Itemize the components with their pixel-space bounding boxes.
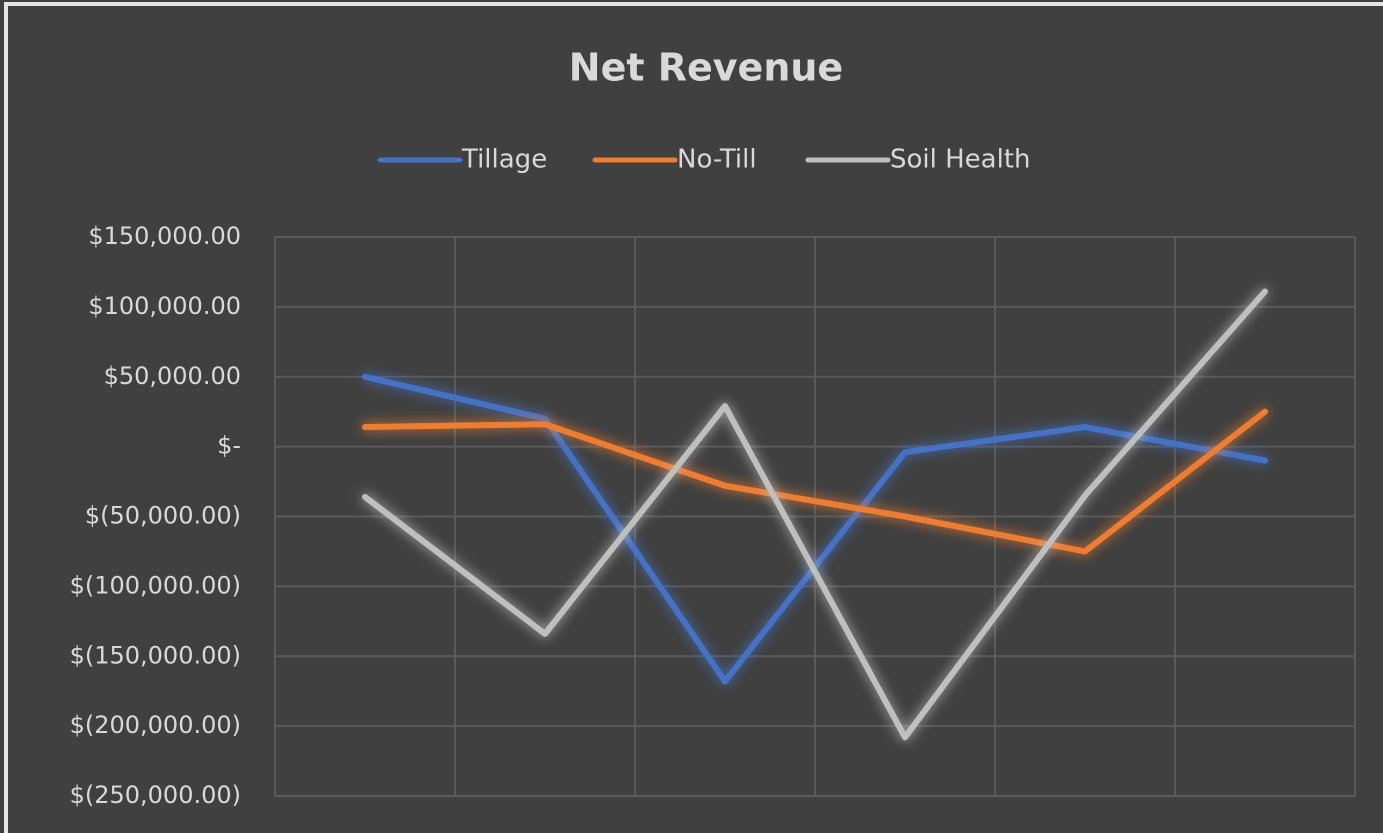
frame <box>4 2 1383 833</box>
y-tick-label: $100,000.00 <box>88 292 241 320</box>
y-tick-label: $50,000.00 <box>104 362 241 390</box>
series-line <box>362 288 1268 741</box>
y-tick-label: $(50,000.00) <box>85 502 241 530</box>
series-line <box>362 408 1268 555</box>
y-tick-label: $- <box>217 432 241 460</box>
legend-label: Soil Health <box>890 145 1031 175</box>
legend-label: No-Till <box>677 145 757 175</box>
y-tick-label: $(100,000.00) <box>70 571 241 599</box>
chart-title: Net Revenue <box>569 46 843 90</box>
y-tick-label: $(250,000.00) <box>70 781 241 809</box>
y-tick-label: $150,000.00 <box>88 222 241 250</box>
y-tick-label: $(200,000.00) <box>70 711 241 739</box>
legend-label: Tillage <box>461 145 547 175</box>
y-tick-label: $(150,000.00) <box>70 641 241 669</box>
